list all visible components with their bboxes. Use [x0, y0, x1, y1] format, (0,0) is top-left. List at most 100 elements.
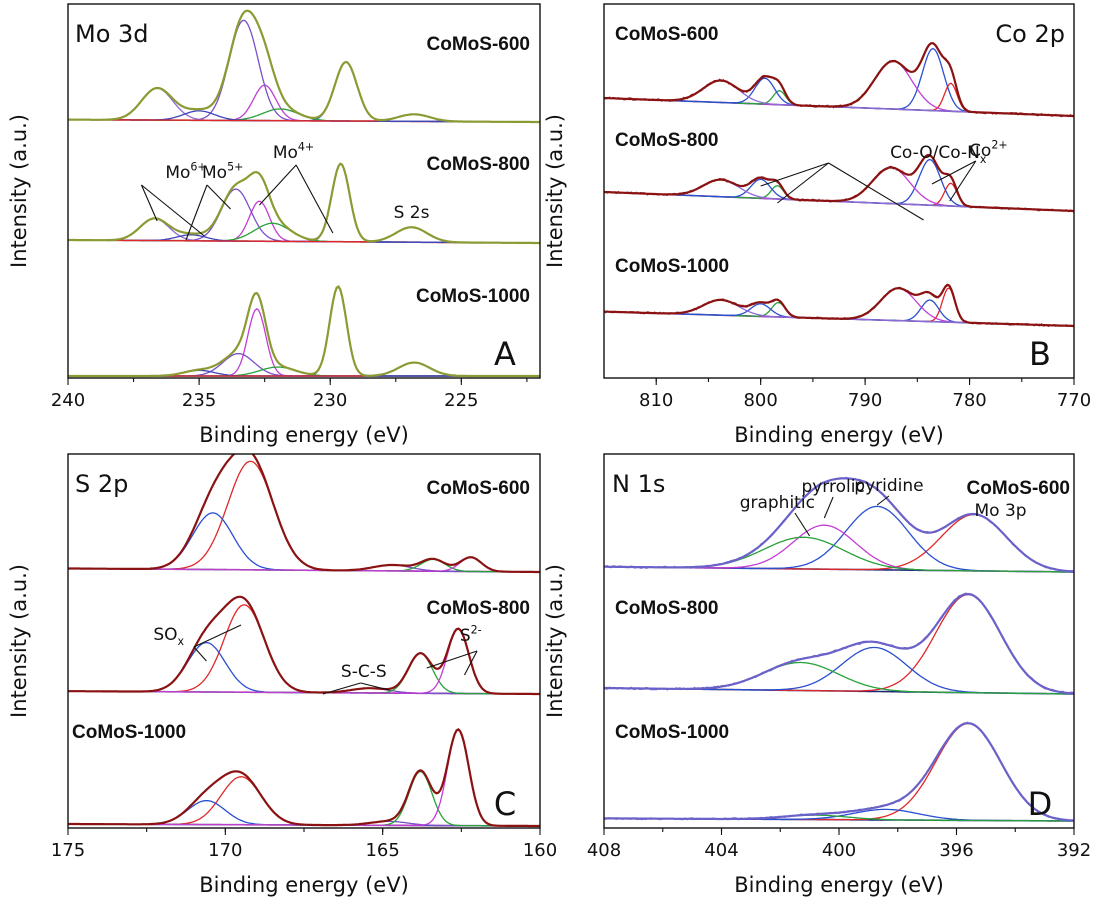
- fit-envelope: [604, 283, 1074, 328]
- peak-component: [604, 77, 1074, 117]
- sample-label: CoMoS-1000: [72, 722, 186, 743]
- peak-component: [68, 217, 540, 244]
- fit-envelope: [604, 42, 1074, 118]
- annotation-co2-base: Co: [969, 141, 991, 161]
- peak-component: [604, 166, 1074, 212]
- annotation-leader: [463, 650, 478, 676]
- peak-component: [604, 287, 1074, 327]
- annotation-mo6-base: Mo: [165, 163, 190, 183]
- fit-envelope: [604, 154, 1074, 213]
- annotation-leader: [295, 164, 334, 234]
- annotation-co2: Co2+: [969, 138, 1008, 161]
- annotation-s2s-base: S 2s: [394, 203, 430, 223]
- annotation-scs: S-C-S: [341, 662, 387, 682]
- peak-component: [68, 641, 540, 695]
- peak-component: [604, 303, 1074, 327]
- annotation-graphitic: graphitic: [740, 493, 815, 513]
- x-tick-label: 235: [182, 390, 216, 411]
- annotation-mo3p-base: Mo 3p: [975, 501, 1027, 521]
- peak-component: [604, 513, 1074, 573]
- sample-label: CoMoS-1000: [615, 256, 729, 277]
- annotation-scs-base: S-C-S: [341, 662, 387, 682]
- annotation-mo5-base: Mo: [202, 163, 227, 183]
- panel-title: N 1s: [612, 470, 665, 498]
- sample-label: CoMoS-1000: [615, 722, 729, 743]
- peak-component: [604, 158, 1074, 212]
- fit-envelope: [604, 477, 1074, 573]
- annotation-leader: [760, 162, 829, 187]
- annotation-leader: [259, 164, 297, 206]
- peak-component: [68, 61, 540, 123]
- annotation-leader: [777, 162, 829, 204]
- panel-letter: B: [1029, 335, 1051, 373]
- peak-component: [604, 646, 1074, 695]
- x-tick-label: 396: [939, 840, 973, 861]
- annotation-mo5-sup: 5+: [227, 160, 243, 173]
- annotation-leader: [322, 682, 361, 695]
- annotation-leader: [828, 162, 924, 221]
- annotation-mo6: Mo6+: [165, 160, 206, 183]
- series-CoMoS-600: [68, 9, 540, 124]
- fit-envelope: [68, 9, 540, 124]
- annotation-leader: [206, 184, 231, 210]
- x-tick-label: 170: [208, 840, 242, 861]
- series-CoMoS-1000: [68, 728, 540, 828]
- x-axis: 810 800 790 780 770: [639, 378, 1091, 411]
- panel-title: Mo 3d: [75, 20, 149, 48]
- x-tick-label: 800: [743, 390, 777, 411]
- panel-title: Co 2p: [995, 20, 1065, 48]
- annotation-leader: [141, 184, 205, 237]
- series-CoMoS-800: [604, 154, 1074, 213]
- annotation-leader: [876, 495, 890, 506]
- x-axis: 240 235 230 225: [51, 378, 528, 411]
- x-tick-label: 392: [1057, 840, 1091, 861]
- series-CoMoS-600: [68, 454, 540, 574]
- annotation-s2: S2-: [460, 623, 482, 646]
- annotation-leader: [193, 624, 242, 648]
- annotation-pyrrolic: pyrrolic: [801, 477, 864, 497]
- annotation-mo5: Mo5+: [202, 160, 243, 183]
- plot-area: [68, 454, 540, 828]
- plot-area: [604, 476, 1074, 822]
- annotation-s2-sup: 2-: [471, 623, 482, 636]
- peak-component: [604, 182, 1074, 212]
- x-tick-label: 780: [952, 390, 986, 411]
- y-axis-label: Intensity (a.u.): [543, 114, 567, 268]
- annotation-sox-sub: x: [178, 635, 185, 648]
- annotation-mo3p: Mo 3p: [975, 501, 1027, 521]
- annotation-s2-base: S: [460, 626, 471, 646]
- peak-component: [68, 799, 540, 827]
- peak-component: [68, 188, 540, 244]
- panel-letter: C: [494, 785, 516, 823]
- x-tick-label: 175: [51, 840, 85, 861]
- x-axis: 175 170 165 160: [51, 828, 557, 861]
- sample-label: CoMoS-600: [615, 24, 718, 45]
- series-CoMoS-600: [604, 476, 1074, 573]
- annotation-leader: [823, 496, 834, 519]
- x-tick-label: 404: [704, 840, 738, 861]
- annotation-pyridine: pyridine: [854, 476, 923, 496]
- annotation-leader: [360, 682, 390, 691]
- peak-component: [68, 776, 540, 827]
- raw-spectrum: [604, 284, 1074, 328]
- fit-envelope: [68, 728, 540, 828]
- fit-envelope: [68, 162, 540, 245]
- annotation-sox: SOx: [153, 625, 184, 648]
- panel-A: 240 235 230 225 Binding energy (eV) Intensity…: [7, 3, 541, 447]
- annotation-leader: [140, 184, 158, 222]
- peak-component: [68, 162, 540, 244]
- plot-area: [604, 42, 1074, 328]
- series-CoMoS-800: [68, 595, 540, 696]
- x-axis: 408 404 400 396 392: [587, 828, 1091, 861]
- panel-D: 408 404 400 396 392 Binding energy (eV) Intens…: [543, 453, 1091, 897]
- sample-label: CoMoS-800: [615, 598, 718, 619]
- x-tick-label: 408: [587, 840, 621, 861]
- raw-spectrum: [604, 154, 1074, 213]
- annotation-mo4: Mo4+: [273, 140, 314, 163]
- annotation-mo6-sup: 6+: [190, 160, 206, 173]
- x-tick-label: 400: [822, 840, 856, 861]
- panel-C: 175 170 165 160 Binding energy (eV) Intensity…: [7, 453, 557, 897]
- annotation-sox-base: SO: [153, 625, 177, 645]
- x-tick-label: 810: [639, 390, 673, 411]
- peak-component: [68, 770, 540, 827]
